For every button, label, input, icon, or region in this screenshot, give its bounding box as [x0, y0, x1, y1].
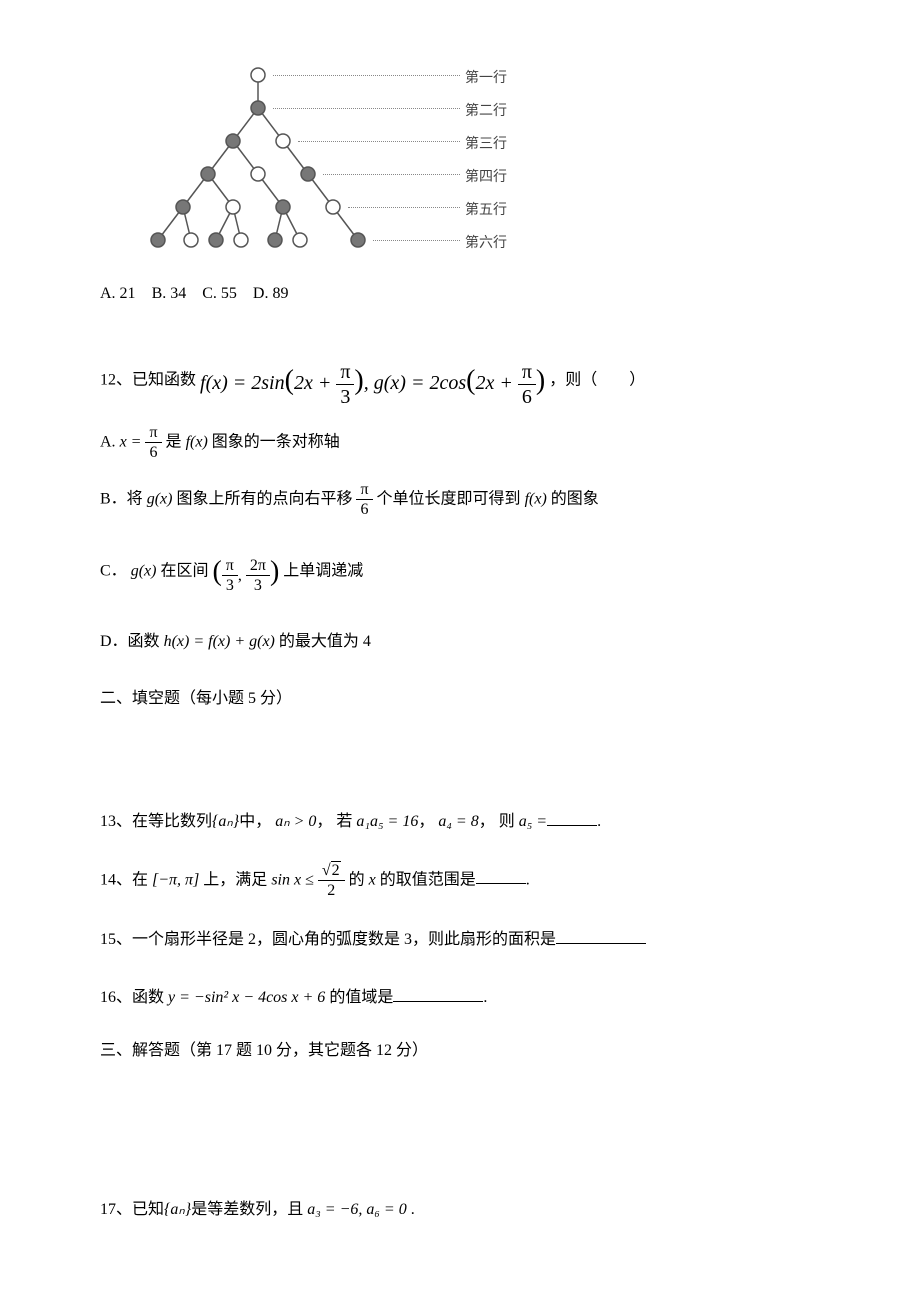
- q16: 16、函数 y = −sin² x − 4cos x + 6 的值域是.: [100, 980, 850, 1015]
- q12: 12、已知函数 f(x) = 2sin(2x + π3), g(x) = 2co…: [100, 339, 850, 661]
- q17: 17、已知{aₙ}是等差数列，且 a₃ = −6, a₆ = 0 .: [100, 1196, 850, 1225]
- q12b-mid: 图象上所有的点向右平移: [176, 491, 352, 508]
- q12c-d2: 3: [246, 576, 270, 595]
- q13: 13、在等比数列{aₙ}中， aₙ > 0， 若 a₁a₅ = 16， a₄ =…: [100, 804, 850, 839]
- q12c-gx: g(x): [131, 562, 157, 579]
- q11-opt-b: B. 34: [152, 285, 187, 302]
- q12b-end2: 的图象: [551, 491, 599, 508]
- q16-end: 的值域是: [329, 989, 393, 1006]
- q15-blank: [556, 928, 646, 944]
- q17-mid: 是等差数列，且: [191, 1201, 303, 1218]
- q14-e1: 的: [349, 871, 365, 888]
- q12-opt-b: B．将 g(x) 图象上所有的点向右平移 π6 个单位长度即可得到 f(x) 的…: [100, 480, 850, 519]
- q11-opt-c: C. 55: [202, 285, 237, 302]
- q12-suffix: ，则（ ）: [549, 371, 645, 388]
- q12-opt-d: D．函数 h(x) = f(x) + g(x) 的最大值为 4: [100, 623, 850, 661]
- q14-int: [−π, π]: [152, 871, 199, 888]
- q15: 15、一个扇形半径是 2，圆心角的弧度数是 3，则此扇形的面积是: [100, 922, 850, 957]
- q14-den: 2: [318, 881, 345, 900]
- q13-m1: 中，: [239, 813, 271, 830]
- q14-var: x: [369, 871, 376, 888]
- q12a-xeq: x =: [120, 433, 142, 450]
- q12c-end: 上单调递减: [283, 562, 363, 579]
- q12-g: , g(x) = 2cos: [364, 372, 466, 394]
- q16-formula: y = −sin² x − 4cos x + 6: [168, 989, 325, 1006]
- q14-prefix: 14、在: [100, 871, 148, 888]
- q12a-num: π: [145, 423, 161, 443]
- q16-blank: [393, 986, 483, 1002]
- section3-title: 三、解答题（第 17 题 10 分，其它题各 12 分）: [100, 1037, 850, 1066]
- q14-sqrt2: 2: [331, 861, 341, 879]
- q13-m4: ， 则: [479, 813, 515, 830]
- q16-prefix: 16、函数: [100, 989, 164, 1006]
- q12b-fx: f(x): [525, 491, 547, 508]
- q12a-den: 6: [145, 443, 161, 462]
- q17-set: {aₙ}: [164, 1201, 191, 1218]
- q14: 14、在 [−π, π] 上，满足 sin x ≤ √22 的 x 的取值范围是…: [100, 861, 850, 900]
- q17-end: .: [411, 1201, 415, 1218]
- q14-e2: 的取值范围是: [380, 871, 476, 888]
- q13-target: a₅ =: [519, 813, 547, 830]
- q12d-end: 的最大值为 4: [279, 633, 371, 650]
- q15-text: 15、一个扇形半径是 2，圆心角的弧度数是 3，则此扇形的面积是: [100, 931, 556, 948]
- q13-c3: a₄ = 8: [438, 813, 478, 830]
- q13-c2: a₁a₅ = 16: [356, 813, 418, 830]
- q12c-prefix: C．: [100, 562, 127, 579]
- q12b-num: π: [356, 480, 372, 500]
- q17-cond: a₃ = −6, a₆ = 0: [307, 1201, 407, 1218]
- q12-opt-c: C． g(x) 在区间 (π3, 2π3) 上单调递减: [100, 538, 850, 605]
- q12a-fx: f(x): [186, 433, 208, 450]
- tree-svg: [130, 60, 390, 260]
- q14-period: .: [526, 871, 530, 888]
- q13-blank: [547, 810, 597, 826]
- q12c-d1: 3: [222, 576, 238, 595]
- q13-m2: ， 若: [316, 813, 352, 830]
- q12b-gx: g(x): [147, 491, 173, 508]
- q12a-end: 图象的一条对称轴: [212, 433, 340, 450]
- q12-pi3-den: 3: [336, 385, 354, 409]
- q12c-n2: 2π: [246, 556, 270, 576]
- q12d-hx: h(x) = f(x) + g(x): [164, 633, 275, 650]
- q12-f: f(x) = 2sin: [200, 372, 285, 394]
- q12d-prefix: D．函数: [100, 633, 160, 650]
- q12-opt-a: A. x = π6 是 f(x) 图象的一条对称轴: [100, 423, 850, 462]
- q14-sinx: sin x ≤: [271, 871, 314, 888]
- q11-opt-d: D. 89: [253, 285, 289, 302]
- q12-pi3-num: π: [336, 360, 354, 385]
- q11-opt-a: A. 21: [100, 285, 136, 302]
- q12-innerg: 2x +: [475, 372, 512, 394]
- q12-innerf: 2x +: [294, 372, 331, 394]
- q12-prefix: 12、已知函数: [100, 371, 196, 388]
- q12b-end1: 个单位长度即可得到: [377, 491, 521, 508]
- q13-prefix: 13、在等比数列: [100, 813, 212, 830]
- q13-set: {aₙ}: [212, 813, 239, 830]
- q12a-text: 是: [166, 433, 182, 450]
- q12a-prefix: A.: [100, 433, 116, 450]
- q16-period: .: [483, 989, 487, 1006]
- section2-title: 二、填空题（每小题 5 分）: [100, 685, 850, 714]
- q14-mid: 上，满足: [203, 871, 267, 888]
- q14-blank: [476, 868, 526, 884]
- q12-pi6-num: π: [518, 360, 536, 385]
- q17-prefix: 17、已知: [100, 1201, 164, 1218]
- tree-diagram: 第一行第二行第三行第四行第五行第六行: [130, 60, 550, 260]
- q11-options: A. 21 B. 34 C. 55 D. 89: [100, 280, 850, 309]
- q12c-n1: π: [222, 556, 238, 576]
- q12c-mid: 在区间: [160, 562, 208, 579]
- q12-pi6-den: 6: [518, 385, 536, 409]
- q12b-den: 6: [356, 500, 372, 519]
- q13-m3: ，: [418, 813, 434, 830]
- q13-end: .: [597, 813, 601, 830]
- q13-c1: aₙ > 0: [275, 813, 316, 830]
- q12b-prefix: B．将: [100, 491, 143, 508]
